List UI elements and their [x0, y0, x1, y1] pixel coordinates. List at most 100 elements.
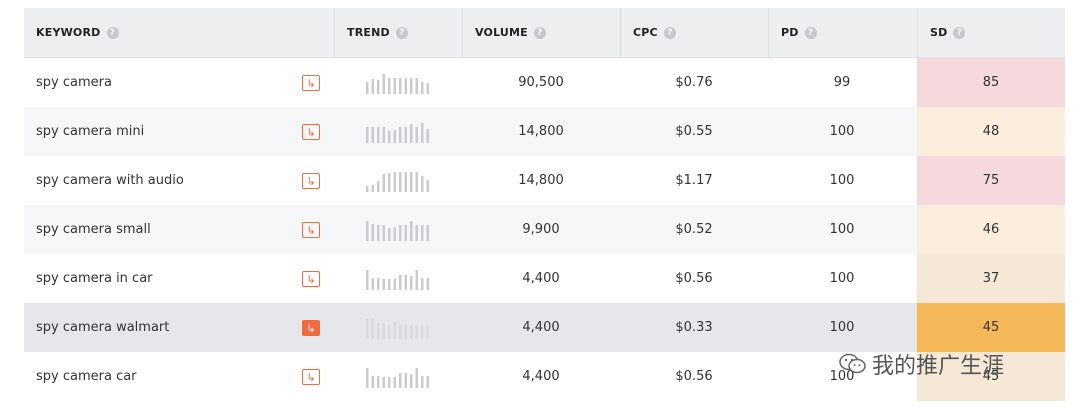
help-icon[interactable]: ? — [106, 26, 119, 39]
trend-bar — [382, 278, 385, 290]
trend-bar — [393, 226, 396, 241]
table-header: KEYWORD? TREND? VOLUME? CPC? PD? SD? — [24, 8, 1065, 58]
help-icon[interactable]: ? — [533, 26, 546, 39]
help-icon[interactable]: ? — [395, 26, 408, 39]
add-to-list-icon[interactable]: ↳ — [302, 319, 320, 336]
sd-cell: 85 — [917, 58, 1065, 107]
trend-bar — [415, 126, 418, 143]
trend-bar — [426, 179, 429, 192]
trend-bar — [377, 126, 380, 143]
trend-bar — [426, 324, 429, 339]
add-to-list-icon[interactable]: ↳ — [302, 221, 320, 238]
add-to-list-icon[interactable]: ↳ — [302, 172, 320, 189]
sd-cell: 75 — [917, 156, 1065, 205]
trend-bar — [415, 367, 418, 388]
add-to-list-icon[interactable]: ↳ — [302, 270, 320, 287]
table-row[interactable]: spy camera walmart ↳ 4,400 $0.33 100 45 — [24, 303, 1065, 352]
header-trend[interactable]: TREND? — [334, 8, 408, 57]
trend-bar — [388, 278, 391, 290]
cpc-cell: $0.55 — [675, 124, 713, 139]
table-row[interactable]: spy camera in car ↳ 4,400 $0.56 100 37 — [24, 254, 1065, 303]
trend-bar — [393, 77, 396, 94]
trend-bar — [404, 224, 407, 241]
trend-bar — [382, 376, 385, 388]
trend-sparkline — [366, 318, 429, 339]
trend-bar — [421, 175, 424, 192]
help-icon[interactable]: ? — [953, 26, 966, 39]
trend-bar — [404, 77, 407, 94]
keyword-cell[interactable]: spy camera in car — [36, 271, 153, 286]
header-sd[interactable]: SD? — [917, 8, 966, 57]
trend-bar — [388, 376, 391, 388]
action-cell: ↳ — [300, 205, 322, 254]
trend-bar — [415, 224, 418, 241]
trend-bar — [415, 171, 418, 192]
cpc-cell: $0.56 — [675, 271, 713, 286]
header-keyword[interactable]: KEYWORD? — [36, 8, 119, 57]
trend-bar — [388, 130, 391, 143]
trend-bar — [366, 269, 369, 290]
trend-bar — [388, 77, 391, 94]
cpc-cell: $0.56 — [675, 369, 713, 384]
trend-bar — [366, 367, 369, 388]
trend-bar — [399, 171, 402, 192]
trend-bar — [410, 171, 413, 192]
action-cell: ↳ — [300, 254, 322, 303]
trend-bar — [377, 375, 380, 388]
trend-bar — [399, 324, 402, 339]
trend-bar — [404, 274, 407, 290]
watermark-text: 我的推广生涯 — [872, 354, 1005, 379]
trend-cell — [334, 254, 462, 303]
cpc-cell: $0.33 — [675, 320, 713, 335]
trend-bar — [382, 224, 385, 241]
trend-bar — [399, 372, 402, 388]
add-to-list-icon[interactable]: ↳ — [302, 74, 320, 91]
trend-bar — [393, 129, 396, 143]
trend-bar — [371, 184, 374, 192]
wechat-icon — [839, 353, 866, 374]
table-row[interactable]: spy camera small ↳ 9,900 $0.52 100 46 — [24, 205, 1065, 254]
action-cell: ↳ — [300, 352, 322, 401]
table-row[interactable]: spy camera with audio ↳ 14,800 $1.17 100 75 — [24, 156, 1065, 205]
add-to-list-icon[interactable]: ↳ — [302, 368, 320, 385]
sd-cell: 46 — [917, 205, 1065, 254]
trend-bar — [388, 227, 391, 241]
trend-bar — [366, 126, 369, 143]
table-row[interactable]: spy camera car ↳ 4,400 $0.56 100 45 — [24, 352, 1065, 401]
table-row[interactable]: spy camera mini ↳ 14,800 $0.55 100 48 — [24, 107, 1065, 156]
sd-cell: 45 — [917, 352, 1065, 401]
keyword-cell[interactable]: spy camera small — [36, 222, 151, 237]
trend-bar — [410, 123, 413, 143]
trend-bar — [393, 321, 396, 339]
trend-bar — [377, 79, 380, 94]
header-pd[interactable]: PD? — [768, 8, 817, 57]
keyword-cell[interactable]: spy camera car — [36, 369, 137, 384]
trend-bar — [421, 81, 424, 94]
header-cpc[interactable]: CPC? — [620, 8, 676, 57]
volume-cell: 4,400 — [522, 320, 560, 335]
keyword-cell[interactable]: spy camera — [36, 75, 112, 90]
trend-bar — [410, 77, 413, 94]
header-volume[interactable]: VOLUME? — [462, 8, 546, 57]
keyword-cell[interactable]: spy camera mini — [36, 124, 145, 139]
trend-sparkline — [366, 122, 429, 143]
trend-bar — [393, 171, 396, 192]
keyword-cell[interactable]: spy camera walmart — [36, 320, 170, 335]
trend-cell — [334, 205, 462, 254]
keyword-cell[interactable]: spy camera with audio — [36, 173, 184, 188]
trend-bar — [377, 322, 380, 339]
pd-cell: 99 — [833, 75, 851, 90]
help-icon[interactable]: ? — [804, 26, 817, 39]
trend-cell — [334, 303, 462, 352]
trend-bar — [421, 324, 424, 339]
trend-bar — [426, 82, 429, 94]
table-row[interactable]: spy camera ↳ 90,500 $0.76 99 85 — [24, 58, 1065, 107]
trend-bar — [366, 318, 369, 339]
trend-bar — [399, 224, 402, 241]
trend-bar — [382, 322, 385, 339]
pd-cell: 100 — [829, 369, 855, 384]
pd-cell: 100 — [829, 124, 855, 139]
cpc-cell: $1.17 — [675, 173, 713, 188]
add-to-list-icon[interactable]: ↳ — [302, 123, 320, 140]
help-icon[interactable]: ? — [663, 26, 676, 39]
